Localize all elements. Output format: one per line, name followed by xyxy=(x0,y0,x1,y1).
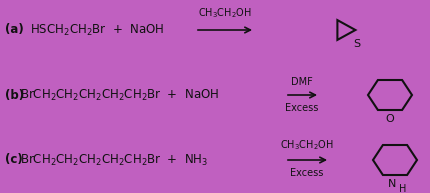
Text: CH$_3$CH$_2$OH: CH$_3$CH$_2$OH xyxy=(280,138,334,152)
Text: H: H xyxy=(399,184,407,193)
Text: O: O xyxy=(386,114,394,124)
Text: S: S xyxy=(353,39,360,49)
Text: (b): (b) xyxy=(5,89,24,102)
Text: Excess: Excess xyxy=(290,168,324,178)
Text: CH$_3$CH$_2$OH: CH$_3$CH$_2$OH xyxy=(198,6,252,20)
Text: Excess: Excess xyxy=(286,103,319,113)
Text: BrCH$_2$CH$_2$CH$_2$CH$_2$CH$_2$Br  +  NaOH: BrCH$_2$CH$_2$CH$_2$CH$_2$CH$_2$Br + NaO… xyxy=(20,87,219,102)
Text: DMF: DMF xyxy=(291,77,313,87)
Text: HSCH$_2$CH$_2$Br  +  NaOH: HSCH$_2$CH$_2$Br + NaOH xyxy=(30,22,164,38)
Text: N: N xyxy=(388,179,396,189)
Text: BrCH$_2$CH$_2$CH$_2$CH$_2$CH$_2$Br  +  NH$_3$: BrCH$_2$CH$_2$CH$_2$CH$_2$CH$_2$Br + NH$… xyxy=(20,152,208,168)
Text: (c): (c) xyxy=(5,153,23,167)
Text: (a): (a) xyxy=(5,24,24,36)
